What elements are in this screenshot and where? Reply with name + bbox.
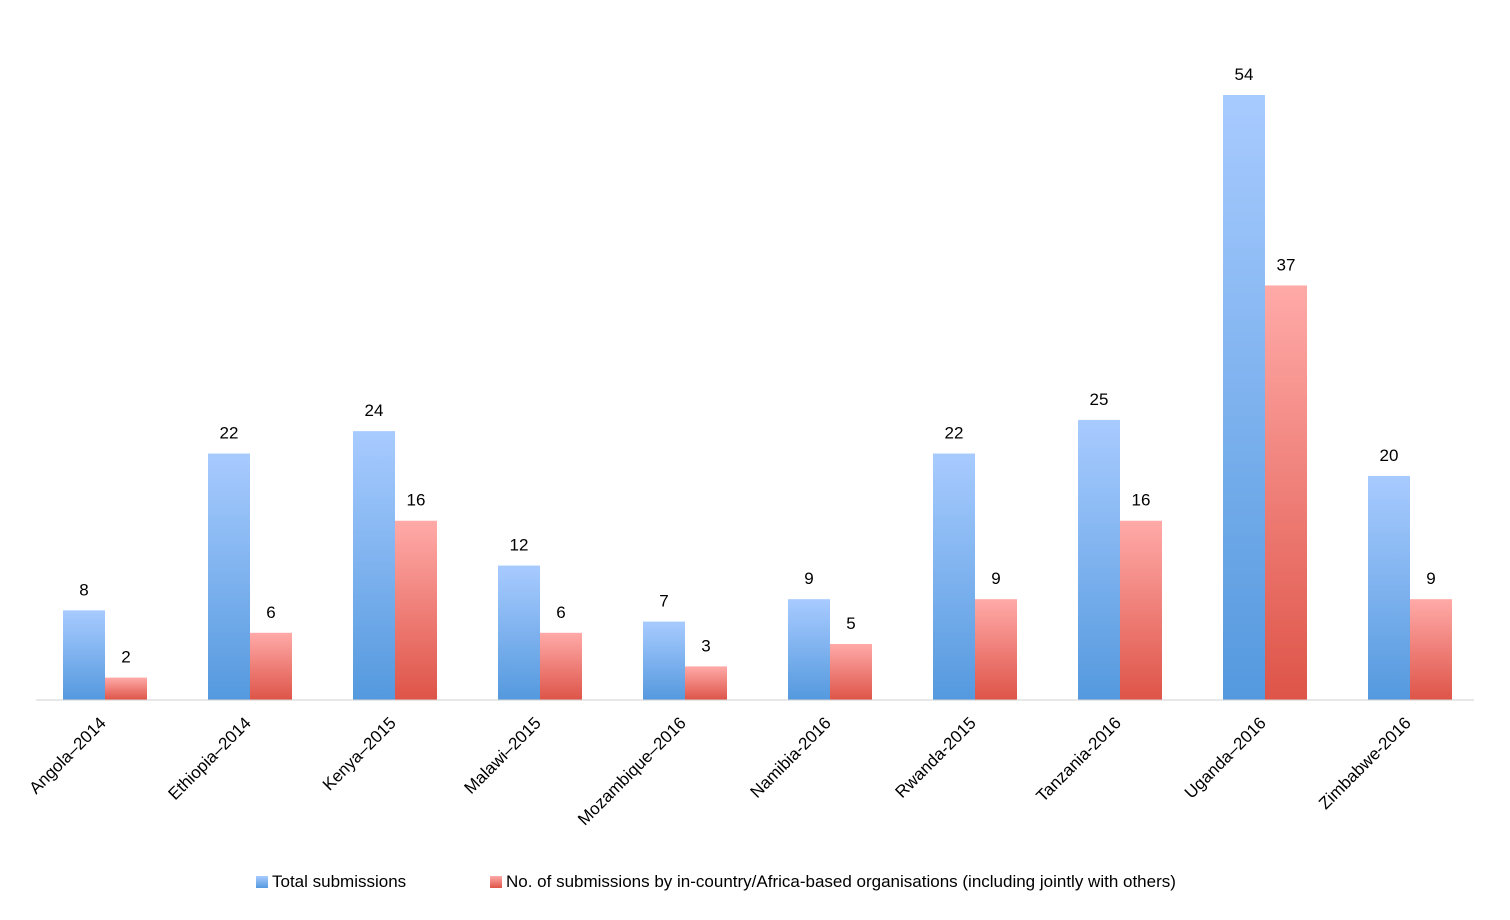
x-tick-label-mozambique-2016: Mozambique–2016 xyxy=(574,713,690,829)
bar-ethiopia-2014-series-1 xyxy=(250,632,292,700)
value-label-tanzania-2016-series-1: 16 xyxy=(1132,491,1151,510)
legend-item-total: Total submissions xyxy=(256,872,406,892)
bar-namibia-2016-series-0 xyxy=(788,599,830,700)
bar-zimbabwe-2016-series-0 xyxy=(1368,475,1410,700)
value-label-namibia-2016-series-0: 9 xyxy=(804,569,813,588)
legend: Total submissions No. of submissions by … xyxy=(0,872,1510,896)
legend-label-total: Total submissions xyxy=(272,872,407,891)
x-tick-label-ethiopia-2014: Ethiopia–2014 xyxy=(165,713,255,803)
legend-label-africa-based: No. of submissions by in-country/Africa-… xyxy=(506,872,1176,891)
bars-group xyxy=(63,95,1452,700)
value-label-malawi-2015-series-0: 12 xyxy=(510,536,529,555)
value-label-ethiopia-2014-series-1: 6 xyxy=(266,603,275,622)
value-label-kenya-2015-series-1: 16 xyxy=(407,491,426,510)
value-label-malawi-2015-series-1: 6 xyxy=(556,603,565,622)
bar-uganda-2016-series-1 xyxy=(1265,285,1307,700)
value-label-angola-2014-series-0: 8 xyxy=(79,580,88,599)
x-tick-labels-group: Angola–2014 Ethiopia–2014 Kenya–2015 Malawi… xyxy=(26,713,1415,829)
value-label-mozambique-2016-series-0: 7 xyxy=(659,592,668,611)
legend-swatch-total xyxy=(256,876,268,888)
bar-malawi-2015-series-1 xyxy=(540,632,582,700)
x-tick-label-tanzania-2016: Tanzania-2016 xyxy=(1033,713,1125,805)
x-tick-label-rwanda-2015: Rwanda-2015 xyxy=(892,713,980,801)
value-label-namibia-2016-series-1: 5 xyxy=(846,614,855,633)
value-label-mozambique-2016-series-1: 3 xyxy=(701,636,710,655)
bar-angola-2014-series-0 xyxy=(63,610,105,700)
x-tick-label-malawi-2015: Malawi–2015 xyxy=(461,713,545,797)
value-label-angola-2014-series-1: 2 xyxy=(121,648,130,667)
value-label-tanzania-2016-series-0: 25 xyxy=(1090,390,1109,409)
bar-zimbabwe-2016-series-1 xyxy=(1410,599,1452,700)
value-label-zimbabwe-2016-series-1: 9 xyxy=(1426,569,1435,588)
bar-namibia-2016-series-1 xyxy=(830,643,872,700)
bar-ethiopia-2014-series-0 xyxy=(208,453,250,700)
value-label-uganda-2016-series-0: 54 xyxy=(1235,65,1254,84)
value-label-kenya-2015-series-0: 24 xyxy=(365,401,384,420)
value-label-zimbabwe-2016-series-0: 20 xyxy=(1380,446,1399,465)
bar-kenya-2015-series-0 xyxy=(353,431,395,700)
bar-tanzania-2016-series-0 xyxy=(1078,419,1120,700)
legend-item-africa-based: No. of submissions by in-country/Africa-… xyxy=(490,872,1176,892)
bar-mozambique-2016-series-1 xyxy=(685,666,727,700)
x-tick-label-uganda-2016: Uganda–2016 xyxy=(1181,713,1270,802)
x-tick-label-angola-2014: Angola–2014 xyxy=(26,713,110,797)
bar-tanzania-2016-series-1 xyxy=(1120,520,1162,700)
x-tick-label-namibia-2016: Namibia-2016 xyxy=(747,713,835,801)
bar-angola-2014-series-1 xyxy=(105,677,147,700)
x-tick-label-zimbabwe-2016: Zimbabwe-2016 xyxy=(1315,713,1415,813)
value-label-rwanda-2015-series-0: 22 xyxy=(945,424,964,443)
value-label-ethiopia-2014-series-0: 22 xyxy=(220,424,239,443)
bar-rwanda-2015-series-0 xyxy=(933,453,975,700)
bar-uganda-2016-series-0 xyxy=(1223,95,1265,700)
value-label-rwanda-2015-series-1: 9 xyxy=(991,569,1000,588)
bar-rwanda-2015-series-1 xyxy=(975,599,1017,700)
legend-swatch-africa-based xyxy=(490,876,502,888)
value-label-uganda-2016-series-1: 37 xyxy=(1277,255,1296,274)
x-tick-label-kenya-2015: Kenya–2015 xyxy=(319,713,400,794)
bar-kenya-2015-series-1 xyxy=(395,520,437,700)
bar-malawi-2015-series-0 xyxy=(498,565,540,700)
bar-mozambique-2016-series-0 xyxy=(643,621,685,700)
